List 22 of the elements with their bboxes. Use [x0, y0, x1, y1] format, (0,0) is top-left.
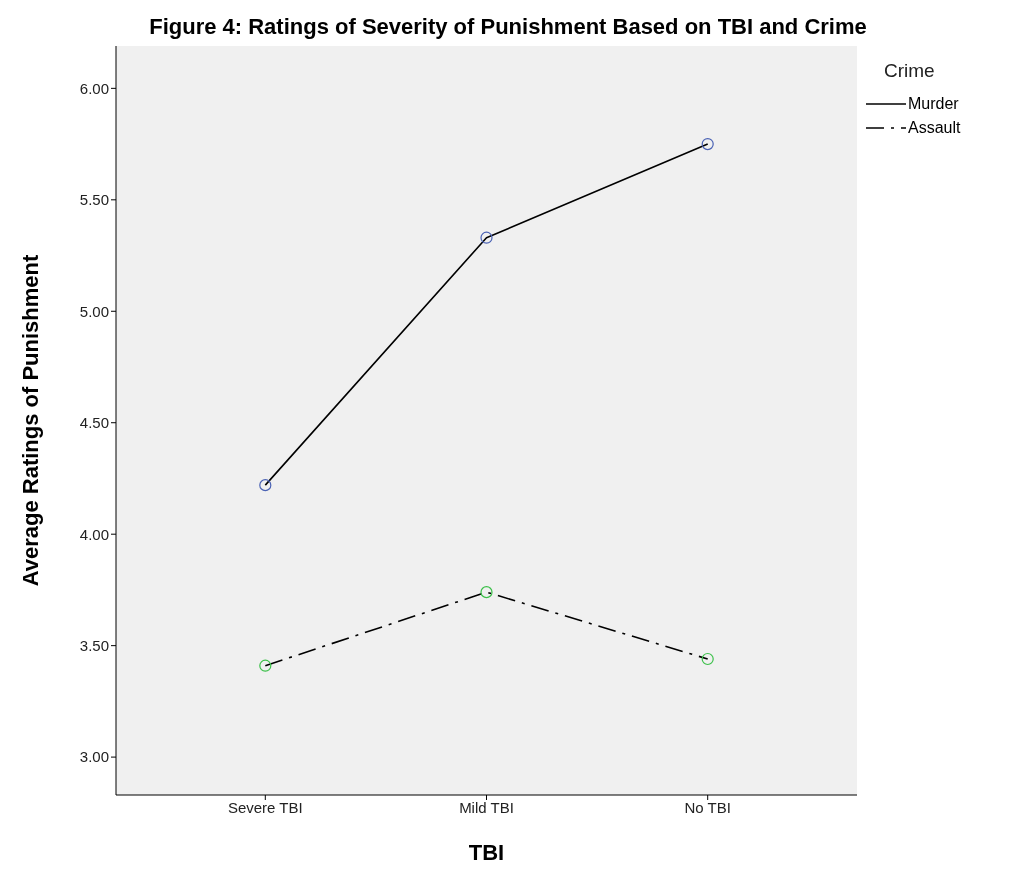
y-tick-label: 3.50: [79, 636, 109, 654]
x-tick-label: Severe TBI: [227, 798, 303, 816]
point: [259, 659, 272, 672]
y-tick-label: 3.00: [79, 748, 109, 766]
legend-label: Murder: [908, 95, 959, 113]
point: [480, 231, 493, 244]
y-tick-label: 4.50: [79, 414, 109, 432]
y-tick-label: 4.00: [79, 525, 109, 543]
y-tick-label: 5.00: [79, 302, 109, 320]
legend-label: Assault: [908, 119, 961, 137]
point: [259, 479, 272, 492]
legend-title: Crime: [884, 60, 936, 82]
point: [480, 586, 493, 599]
point: [701, 652, 714, 666]
x-tick-label: Mild TBI: [459, 798, 514, 816]
y-tick-label: 5.50: [79, 191, 109, 209]
y-tick-label: 6.00: [79, 79, 109, 97]
chart-title: Figure 4: Ratings of Severity of Punishment Based on TBI and Crime: [148, 14, 868, 40]
x-tick-label: No TBI: [684, 798, 731, 816]
y-axis-title: Average Ratings of Punishment: [17, 253, 43, 587]
x-axis-title: TBI: [468, 840, 505, 865]
point: [701, 137, 714, 151]
